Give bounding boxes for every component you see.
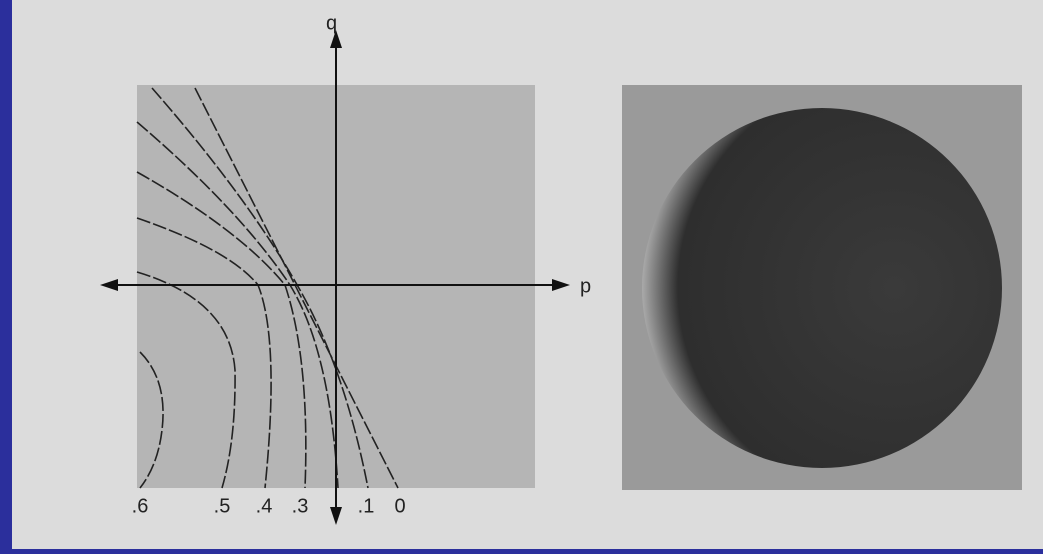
contour-label: .3 xyxy=(292,495,309,517)
contour-label: .6 xyxy=(132,495,149,517)
left-plot: q p .6 .5 .4 .3 .1 0 xyxy=(100,12,591,525)
contour-label: .1 xyxy=(358,495,375,517)
contour-label: 0 xyxy=(394,495,405,517)
figure-page: q p .6 .5 .4 .3 .1 0 xyxy=(0,0,1043,549)
axis-label: p xyxy=(580,275,591,297)
contour-label: .5 xyxy=(214,495,231,517)
axis-label: q xyxy=(326,12,337,34)
contour-label: .4 xyxy=(256,495,273,517)
shaded-sphere xyxy=(642,108,1002,468)
right-image xyxy=(622,85,1022,490)
